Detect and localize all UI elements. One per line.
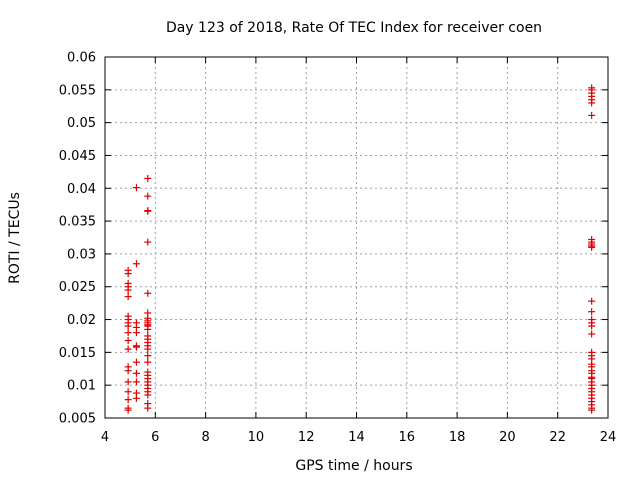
data-point [588,111,596,119]
x-tick-label: 22 [549,430,566,445]
x-tick-label: 16 [399,430,416,445]
axis-ticks [104,56,609,419]
data-point [144,391,152,399]
x-axis-label: GPS time / hours [295,458,412,474]
data-point [144,192,152,200]
data-point [144,238,152,246]
data-point [588,322,596,330]
y-tick-label: 0.045 [59,149,96,164]
y-tick-label: 0.01 [67,379,96,394]
x-tick-label: 14 [348,430,365,445]
y-tick-label: 0.035 [59,215,96,230]
data-point [124,396,132,404]
data-point [132,358,140,366]
x-tick-label: 10 [248,430,265,445]
y-tick-labels: 0.005 0.01 0.015 0.02 0.025 0.03 0.035 0.04 0.04… [59,51,96,427]
data-point [124,322,132,330]
y-tick-label: 0.06 [67,51,96,66]
x-tick-label: 24 [600,430,617,445]
data-point [124,388,132,396]
y-tick-label: 0.025 [59,280,96,295]
x-tick-label: 8 [201,430,209,445]
y-tick-label: 0.03 [67,247,96,262]
data-point [124,286,132,294]
data-point [124,293,132,301]
data-point [588,308,596,316]
grid-lines [105,57,608,418]
data-point [132,369,140,377]
x-tick-label: 20 [499,430,516,445]
data-point [124,345,132,353]
data-point [132,343,140,351]
data-point [132,378,140,386]
x-tick-label: 4 [101,430,109,445]
x-tick-labels: 4 6 8 10 12 14 16 18 20 22 24 [101,430,616,445]
data-point [144,174,152,182]
data-point [144,345,152,353]
data-point [124,329,132,337]
data-point [144,289,152,297]
data-point [132,260,140,268]
data-point [132,394,140,402]
chart-title: Day 123 of 2018, Rate Of TEC Index for r… [166,20,542,36]
data-point [124,378,132,386]
data-point [588,330,596,338]
data-point [124,367,132,375]
data-point [588,297,596,305]
data-points [124,84,596,414]
data-point [132,329,140,337]
y-tick-label: 0.005 [59,412,96,427]
y-tick-label: 0.055 [59,83,96,98]
y-tick-label: 0.015 [59,346,96,361]
data-point [144,325,152,333]
data-point [124,337,132,345]
x-tick-label: 12 [298,430,315,445]
y-tick-label: 0.02 [67,313,96,328]
y-tick-label: 0.05 [67,116,96,131]
data-point [132,184,140,192]
data-point [124,406,132,414]
data-point [144,207,152,215]
data-point [588,99,596,107]
data-point [144,404,152,412]
data-point [124,270,132,278]
x-tick-label: 18 [449,430,466,445]
y-tick-label: 0.04 [67,182,96,197]
data-point [588,243,596,251]
y-axis-label: ROTI / TECUs [7,192,23,284]
data-point [144,358,152,366]
data-point [588,406,596,414]
x-tick-label: 6 [151,430,159,445]
data-point [144,352,152,360]
